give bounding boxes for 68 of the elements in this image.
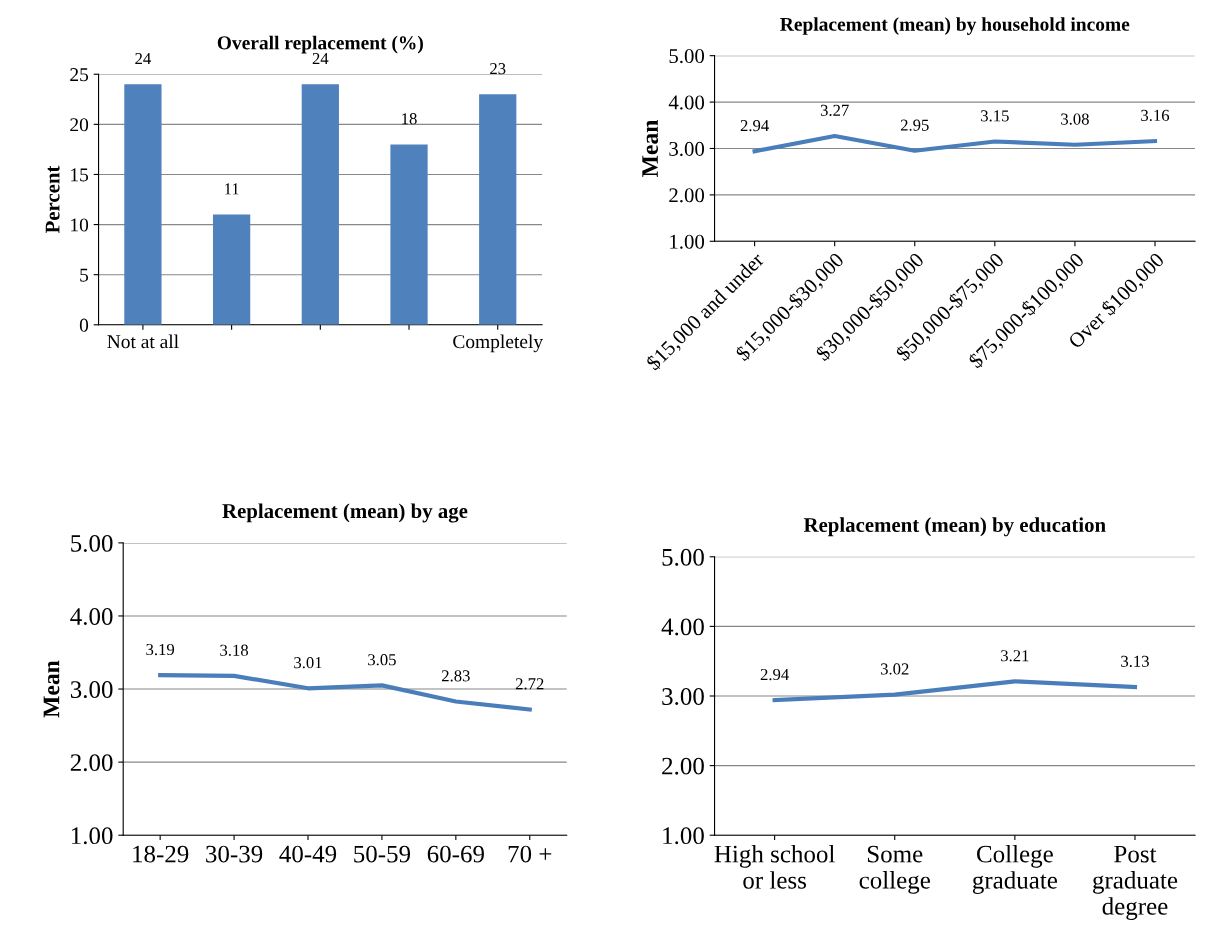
data-label: 23 — [490, 63, 506, 75]
chart-title: Overall replacement (%) — [217, 35, 423, 54]
data-label: 3.19 — [146, 643, 175, 656]
y-axis-title: Percent — [45, 165, 60, 234]
y-tick-label: 25 — [70, 68, 89, 82]
data-label: 24 — [312, 53, 329, 65]
data-label: 18 — [402, 113, 417, 125]
data-label: 3.27 — [820, 104, 849, 116]
y-tick-label: 1.00 — [71, 827, 113, 845]
x-tick-label: College graduate — [972, 844, 1058, 894]
data-label: 11 — [225, 183, 239, 195]
bar — [212, 214, 251, 325]
x-tick-label: 60-69 — [427, 845, 484, 863]
bar — [301, 84, 339, 325]
bar — [390, 144, 428, 325]
y-tick-label: 3.00 — [70, 681, 113, 699]
y-tick-label: 20 — [70, 118, 89, 132]
y-tick-label: 3.00 — [669, 141, 705, 156]
y-tick-label: 2.00 — [70, 754, 113, 772]
data-label: 2.95 — [900, 119, 929, 131]
y-tick-label: 4.00 — [668, 95, 705, 110]
x-tick-label: Some college — [859, 845, 930, 894]
x-tick-label: 70 + — [508, 845, 552, 863]
x-tick-label: Not at all — [107, 334, 179, 349]
y-tick-label: 3.00 — [662, 688, 704, 706]
y-tick-label: 5.00 — [662, 548, 704, 566]
data-label: 3.16 — [1141, 109, 1170, 122]
data-label: 3.18 — [220, 644, 249, 656]
y-tick-label: 2.00 — [669, 188, 705, 203]
data-label: 3.21 — [1001, 650, 1029, 662]
y-axis-title: Mean — [43, 660, 60, 718]
chart-title: Replacement (mean) by education — [803, 517, 1106, 537]
y-tick-label: 0 — [79, 318, 89, 332]
x-tick-label: Post graduate degree — [1093, 845, 1178, 921]
y-tick-label: 10 — [71, 218, 89, 232]
x-tick-label: 18-29 — [133, 845, 189, 863]
y-tick-label: 1.00 — [663, 827, 704, 845]
bar — [479, 94, 517, 325]
y-tick-label: 5 — [80, 268, 89, 282]
data-label: 3.02 — [880, 663, 909, 675]
y-tick-label: 1.00 — [670, 234, 705, 249]
x-tick-label: High school or less — [714, 844, 835, 889]
line-series — [752, 133, 1158, 154]
data-label: 2.94 — [740, 120, 769, 132]
line-series — [772, 679, 1138, 703]
data-label: 2.83 — [441, 670, 470, 682]
data-label: 3.01 — [294, 657, 322, 669]
y-tick-label: 15 — [71, 168, 89, 182]
data-label: 3.08 — [1061, 113, 1089, 125]
x-tick-label: Completely — [453, 334, 544, 353]
chart-title: Replacement (mean) by household income — [780, 17, 1130, 35]
y-tick-label: 2.00 — [662, 757, 704, 775]
y-tick-label: 5.00 — [669, 49, 705, 64]
y-tick-label: 4.00 — [70, 608, 113, 625]
data-label: 2.94 — [760, 668, 789, 681]
data-label: 3.05 — [368, 654, 396, 666]
y-tick-label: 4.00 — [661, 618, 704, 636]
data-label: 2.72 — [515, 678, 544, 690]
data-label: 24 — [135, 53, 151, 65]
y-tick-label: 5.00 — [71, 534, 113, 552]
x-tick-label: 50-59 — [354, 845, 411, 863]
data-label: 3.13 — [1121, 655, 1149, 667]
chart-title: Replacement (mean) by age — [222, 503, 468, 523]
data-label: 3.15 — [981, 110, 1009, 122]
bar — [124, 84, 162, 325]
x-tick-label: 30-39 — [206, 845, 263, 863]
x-tick-label: 40-49 — [279, 845, 337, 863]
y-axis-title: Mean — [642, 119, 659, 177]
